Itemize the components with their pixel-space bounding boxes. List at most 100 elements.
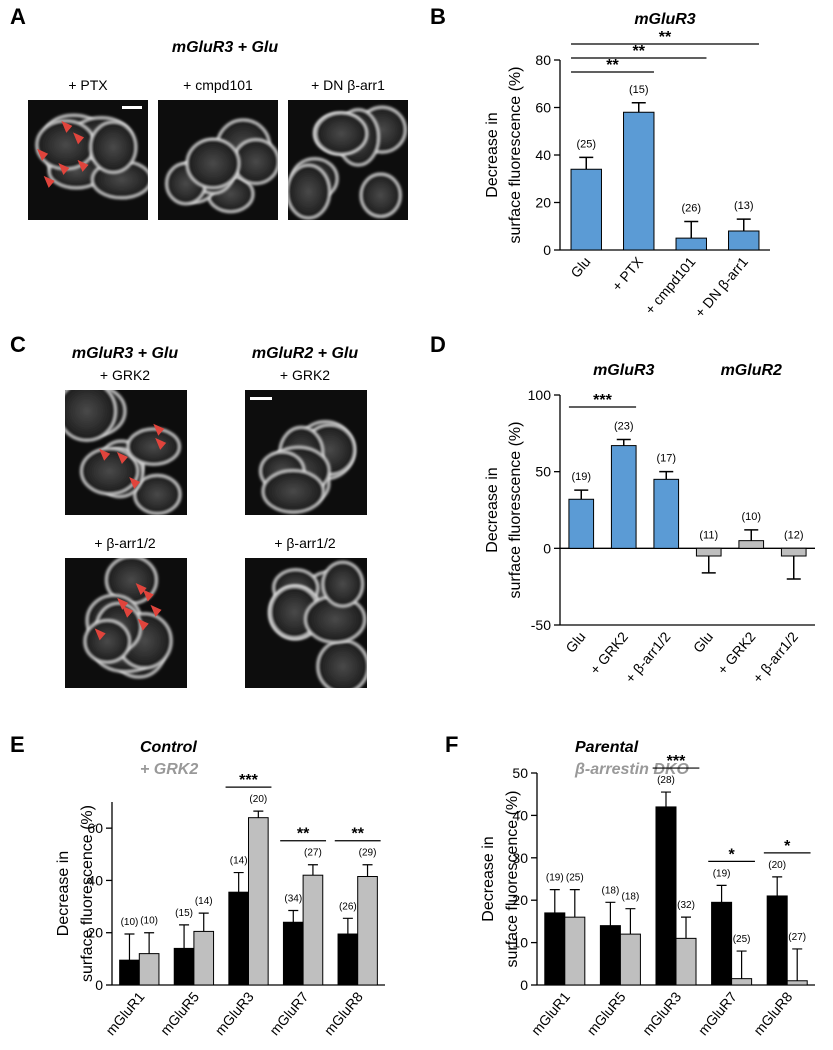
n-label: (27) [304,848,322,859]
bar [619,933,641,986]
y-tick-label: 50 [535,464,551,480]
n-label: (17) [656,453,676,465]
n-label: (10) [741,511,761,523]
x-tick-label: + GRK2 [714,628,759,677]
y-tick-label: 20 [512,892,528,908]
x-tick-label: + PTX [609,253,647,294]
significance-label: * [784,838,791,855]
arrowhead [122,605,134,618]
n-label: (19) [546,873,564,884]
arrowhead [37,148,49,161]
n-label: (32) [677,900,695,911]
bar [138,953,160,986]
panel-letter: E [10,732,25,757]
condition-label: + DN β-arr1 [311,77,385,93]
x-tick-label: mGluR7 [695,988,740,1038]
x-tick-label: + β-arr1/2 [749,628,801,685]
y-tick-label: 0 [543,540,551,556]
error-bar [179,924,190,949]
error-bar [288,909,299,923]
error-bar [198,912,209,932]
error-bar [124,933,135,961]
micrograph [158,100,278,220]
bar [119,959,140,986]
error-bar [625,908,636,935]
bar [655,806,677,986]
significance-label: * [728,846,735,863]
error-bar [772,876,783,896]
y-tick-label: 60 [87,820,103,836]
bar [731,978,753,986]
arrowhead [137,618,149,631]
n-label: (28) [657,775,675,786]
x-tick-label: mGluR1 [528,988,573,1038]
y-tick-label: 100 [528,387,552,403]
x-tick-label: mGluR3 [212,988,257,1038]
panel-letter: C [10,332,26,357]
y-axis-label: surface fluorescence (%) [507,422,524,599]
n-label: (27) [788,932,806,943]
x-tick-label: mGluR5 [583,988,628,1038]
arrowhead [129,476,141,489]
x-tick-label: mGluR1 [102,988,147,1038]
y-tick-label: -50 [531,617,551,633]
error-bar [144,932,155,954]
error-bar [569,889,580,918]
arrowhead [150,604,162,617]
bar [173,947,195,986]
panel-title: mGluR3 + Glu [72,345,178,362]
x-tick-label: + cmpd101 [642,253,699,317]
y-tick-label: 30 [512,850,528,866]
arrowhead [117,597,129,610]
cell [83,618,132,664]
n-label: (20) [249,794,267,805]
error-bar [701,556,716,574]
bar [282,921,304,986]
bar [653,478,680,549]
y-axis-label: surface fluorescence (%) [504,791,521,968]
legend-entry: β-arrestin DKO [574,761,690,778]
y-tick-label: 40 [535,147,551,163]
cell [359,172,402,219]
n-label: (25) [576,138,596,150]
n-label: (15) [175,908,193,919]
n-label: (23) [614,420,634,432]
micrograph [65,390,187,515]
bar [193,930,215,986]
error-bar [342,917,353,935]
n-label: (26) [681,203,701,215]
cell [288,163,332,220]
bar [695,547,722,557]
cell [185,137,241,190]
arrowhead [58,162,70,175]
y-tick-label: 20 [535,195,551,211]
n-label: (13) [734,200,754,212]
n-label: (18) [601,885,619,896]
error-bar [659,470,674,480]
y-tick-label: 0 [95,977,103,993]
legend-entry: Control [140,739,197,756]
y-tick-label: 50 [512,765,528,781]
n-label: (19) [713,868,731,879]
n-label: (15) [629,84,649,96]
y-axis-label: Decrease in [55,851,72,936]
x-tick-label: mGluR8 [321,988,366,1038]
y-axis-label: surface fluorescence (%) [79,805,96,982]
cell [314,111,369,156]
x-tick-label: Glu [567,254,593,281]
x-tick-label: Glu [690,629,716,656]
panel-title: mGluR2 + Glu [252,345,358,362]
legend-entry: + GRK2 [140,761,198,778]
error-bar [362,864,373,877]
n-label: (26) [339,901,357,912]
panel-letter: B [430,4,446,29]
condition-label: + β-arr1/2 [274,535,336,551]
cell [126,427,181,466]
cell [261,468,326,514]
y-tick-label: 0 [520,977,528,993]
cell [133,473,182,515]
chart-title: mGluR3 [634,11,695,28]
error-bar [307,864,318,876]
arrowhead [116,451,128,464]
